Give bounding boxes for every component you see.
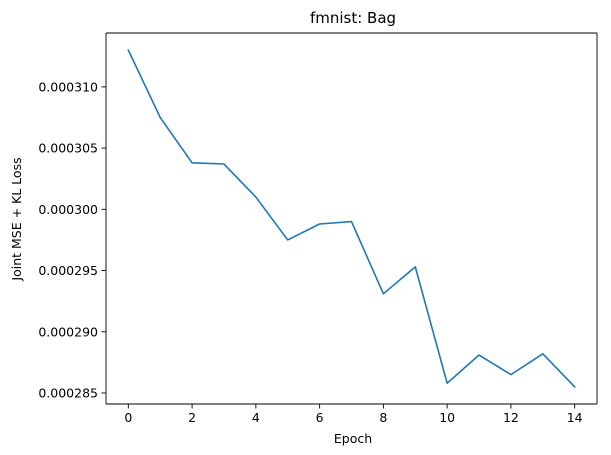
x-tick-label: 12 <box>503 410 519 425</box>
series-line-0 <box>127 49 576 388</box>
y-axis-ticks: 0.000285 0.000290 0.000295 0.000300 0.000305… <box>38 79 106 400</box>
x-tick-label: 14 <box>567 410 583 425</box>
y-tick-label: 0.000285 <box>38 385 98 400</box>
x-tick-label: 6 <box>316 410 324 425</box>
x-axis-ticks: 0 2 4 6 8 10 12 14 <box>124 404 583 425</box>
plot-area <box>105 32 598 405</box>
y-tick-label: 0.000300 <box>38 202 98 217</box>
y-tick-label: 0.000305 <box>38 141 98 156</box>
plot-background <box>106 33 597 404</box>
y-tick-label: 0.000295 <box>38 263 98 278</box>
x-tick-label: 10 <box>439 410 455 425</box>
y-tick-label: 0.000290 <box>38 324 98 339</box>
x-tick-label: 0 <box>124 410 132 425</box>
x-tick-label: 2 <box>188 410 196 425</box>
y-tick-label: 0.000310 <box>38 79 98 94</box>
y-axis-label: Joint MSE + KL Loss <box>9 157 24 281</box>
chart-title: fmnist: Bag <box>310 9 396 27</box>
x-tick-label: 8 <box>379 410 387 425</box>
x-tick-label: 4 <box>252 410 260 425</box>
x-axis-label: Epoch <box>334 431 372 446</box>
